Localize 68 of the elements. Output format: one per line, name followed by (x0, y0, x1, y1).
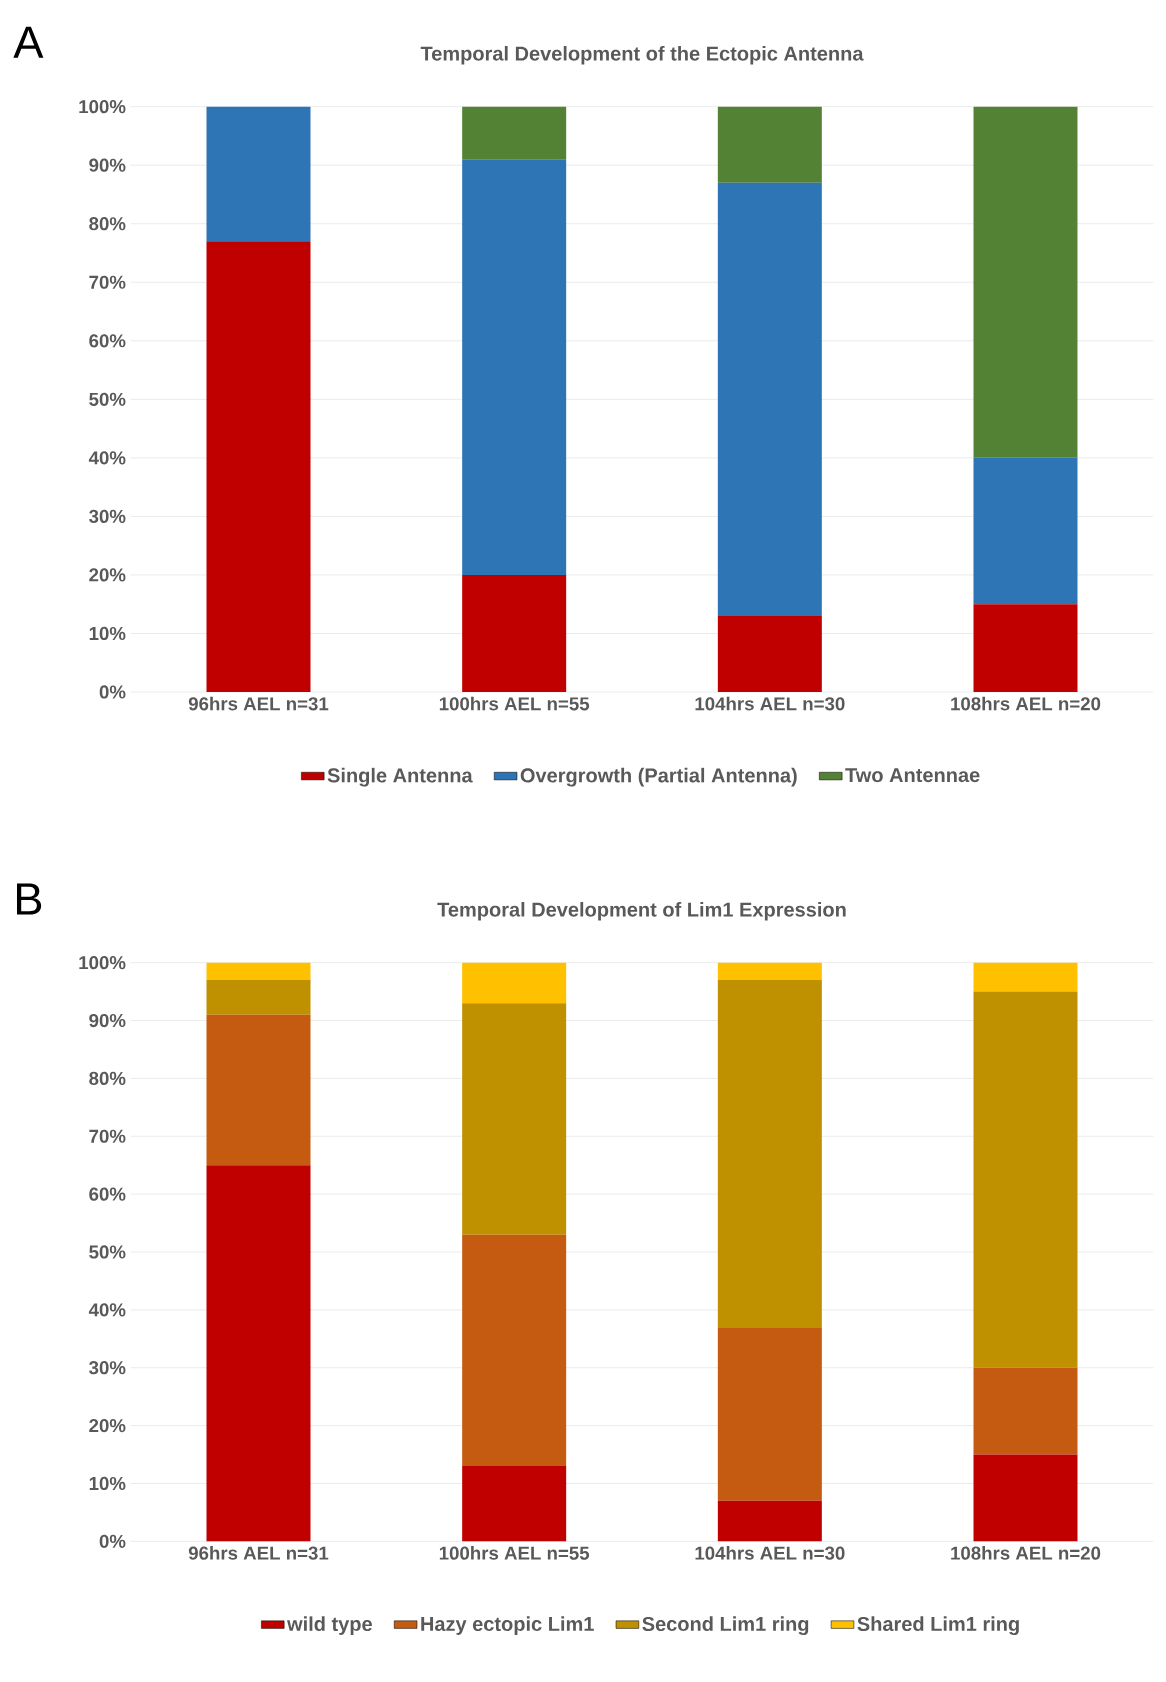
bar (462, 574, 567, 692)
legend-label: Overgrowth (Partial Antenna) (520, 767, 797, 787)
y-tick-label: 90% (89, 158, 126, 172)
y-tick-label: 60% (89, 334, 126, 348)
bar (462, 1466, 567, 1542)
bar (206, 962, 311, 981)
bar (462, 962, 567, 1004)
bar (973, 106, 1078, 458)
bar (717, 106, 822, 183)
x-tick-label: 100hrs AEL n=55 (439, 1546, 590, 1560)
x-tick-label: 96hrs AEL n=31 (188, 1546, 329, 1560)
legend-label: Single Antenna (327, 767, 473, 787)
bar (973, 457, 1078, 605)
x-tick-label: 104hrs AEL n=30 (695, 696, 845, 711)
bar (206, 980, 311, 1015)
y-tick-label: 80% (89, 217, 126, 231)
bar (973, 1367, 1078, 1455)
y-tick-label: 40% (88, 451, 126, 465)
y-tick-label: 0% (99, 1534, 126, 1548)
y-tick-label: 30% (89, 509, 126, 524)
y-tick-label: 70% (89, 1129, 126, 1143)
legend-label: Two Antennae (845, 768, 980, 783)
bar (717, 182, 822, 616)
bar (973, 604, 1078, 692)
x-tick-label: 104hrs AEL n=30 (695, 1546, 845, 1560)
bar (206, 1014, 311, 1166)
bar (462, 1003, 567, 1235)
bar (717, 1327, 822, 1501)
x-tick-label: 108hrs AEL n=20 (951, 1546, 1101, 1560)
y-tick-label: 100% (79, 956, 126, 970)
bar (206, 1165, 311, 1542)
bar (973, 991, 1078, 1368)
bar (206, 106, 311, 242)
y-tick-label: 0% (99, 685, 126, 699)
y-tick-label: 50% (89, 392, 126, 406)
bar (717, 1500, 822, 1542)
bar (462, 1234, 567, 1467)
legend-label: wild type (287, 1616, 372, 1635)
legend-label: Hazy ectopic Lim1 (421, 1616, 594, 1635)
bar (973, 1454, 1078, 1542)
text: B (17, 883, 42, 915)
legend-label: Second Lim1 ring (642, 1616, 809, 1636)
x-tick-label: 96hrs AEL n=31 (188, 696, 329, 711)
y-tick-label: 60% (89, 1187, 126, 1201)
y-tick-label: 40% (88, 1303, 126, 1317)
x-tick-label: 100hrs AEL n=55 (439, 696, 590, 711)
bar (206, 241, 311, 692)
chart-title: Temporal Development of Lim1 Expression (437, 901, 846, 921)
y-tick-label: 10% (89, 1476, 126, 1491)
bar (717, 962, 822, 981)
y-tick-label: 50% (89, 1245, 126, 1259)
y-tick-label: 20% (89, 568, 126, 582)
x-tick-label: 108hrs AEL n=20 (951, 696, 1101, 711)
legend-label: Shared Lim1 ring (857, 1616, 1019, 1636)
y-tick-label: 70% (89, 275, 126, 289)
bar (973, 962, 1078, 992)
y-tick-label: 100% (79, 100, 126, 114)
y-tick-label: 80% (89, 1071, 126, 1086)
bar (462, 159, 567, 575)
bar (717, 980, 822, 1328)
bar (717, 615, 822, 692)
y-tick-label: 30% (89, 1361, 126, 1375)
y-tick-label: 20% (89, 1418, 126, 1433)
text: A (13, 26, 44, 58)
y-tick-label: 90% (89, 1013, 126, 1028)
chart-title: Temporal Development of the Ectopic Antenna (420, 45, 864, 65)
y-tick-label: 10% (89, 626, 126, 641)
bar (462, 106, 567, 160)
